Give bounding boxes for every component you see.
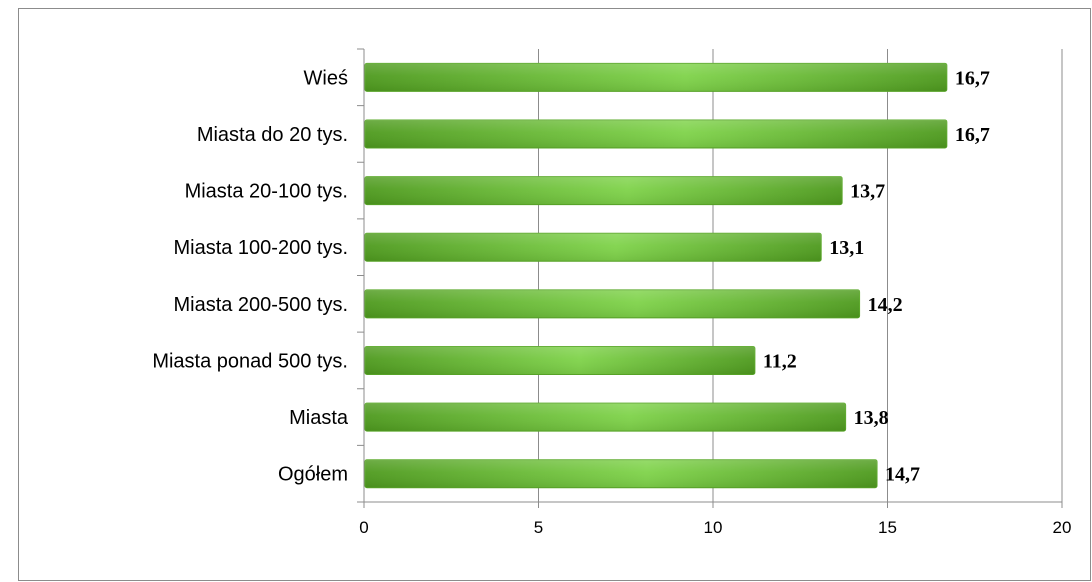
bar-shine xyxy=(365,176,843,205)
bar-shine xyxy=(365,289,860,318)
category-label: Miasta 100-200 tys. xyxy=(173,237,348,259)
bar-shine xyxy=(365,459,878,488)
category-label: Miasta 20-100 tys. xyxy=(185,181,348,203)
bar-shine xyxy=(365,63,947,92)
labels: 0 5 10 15 20 Wieś 16,7 Miasta do 20 tys. 16,7 Mia… xyxy=(152,67,1071,537)
axes xyxy=(357,48,1063,508)
data-label: 16,7 xyxy=(955,124,990,146)
category-label: Miasta do 20 tys. xyxy=(197,124,348,146)
category-label: Ogółem xyxy=(278,464,348,486)
data-label: 13,1 xyxy=(829,237,864,259)
data-label: 14,7 xyxy=(885,464,920,486)
bars xyxy=(364,62,948,489)
category-label: Wieś xyxy=(304,67,348,89)
x-tick-label: 10 xyxy=(704,518,723,537)
data-label: 13,8 xyxy=(854,407,889,429)
bar-chart: 0 5 10 15 20 Wieś 16,7 Miasta do 20 tys. 16,7 Mia… xyxy=(152,48,1071,537)
bar-shine xyxy=(365,233,822,262)
data-label: 16,7 xyxy=(955,67,990,89)
data-label: 13,7 xyxy=(850,181,885,203)
x-tick-label: 15 xyxy=(878,518,897,537)
category-label: Miasta ponad 500 tys. xyxy=(152,350,348,372)
category-label: Miasta xyxy=(289,407,349,429)
chart-area: 0 5 10 15 20 Wieś 16,7 Miasta do 20 tys. 16,7 Mia… xyxy=(18,8,1091,581)
x-tick-label: 0 xyxy=(359,518,368,537)
x-tick-label: 5 xyxy=(534,518,543,537)
bar-shine xyxy=(365,346,755,375)
gridlines xyxy=(538,49,1063,502)
x-tick-label: 20 xyxy=(1053,518,1072,537)
bar-shine xyxy=(365,403,846,432)
bar-shine xyxy=(365,119,947,148)
data-label: 14,2 xyxy=(868,294,903,316)
category-label: Miasta 200-500 tys. xyxy=(173,294,348,316)
data-label: 11,2 xyxy=(763,350,797,372)
